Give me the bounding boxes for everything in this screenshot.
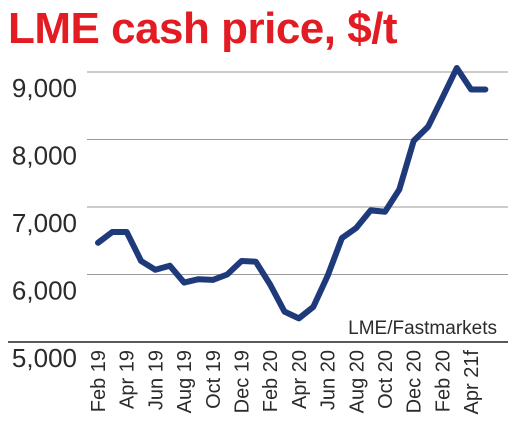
x-tick-label: Jun 20 xyxy=(318,350,340,410)
x-tick-label: Feb 20 xyxy=(260,350,282,412)
y-tick-label: 6,000 xyxy=(12,276,77,306)
x-tick-label: Apr 19 xyxy=(117,350,139,409)
x-tick-label: Aug 19 xyxy=(174,350,196,413)
series-line-0 xyxy=(95,65,489,322)
source-label: LME/Fastmarkets xyxy=(348,318,497,339)
x-tick-label: Apr 20 xyxy=(289,350,311,409)
y-tick-label: 5,000 xyxy=(12,343,77,373)
x-tick-label: Apr 21f xyxy=(461,350,483,415)
x-tick-label: Dec 19 xyxy=(232,350,254,413)
y-tick-label: 7,000 xyxy=(12,208,77,238)
x-axis-ticks: Feb 19 Apr 19 Jun 19 Aug 19 Oct 19 Dec 19 Feb … xyxy=(88,350,483,415)
x-tick-label: Jun 19 xyxy=(145,350,167,410)
x-tick-label: Feb 19 xyxy=(88,350,110,412)
x-tick-label: Aug 20 xyxy=(346,350,368,413)
grid-layer xyxy=(8,71,508,343)
x-tick-label: Dec 20 xyxy=(404,350,426,413)
x-tick-label: Feb 20 xyxy=(432,350,454,412)
series-layer xyxy=(95,65,489,322)
chart-title: LME cash price, $/t xyxy=(8,4,398,53)
x-tick-label: Oct 19 xyxy=(203,350,225,409)
y-axis-ticks: 9,000 8,000 7,000 6,000 5,000 xyxy=(12,73,77,373)
y-tick-label: 9,000 xyxy=(12,73,77,103)
x-tick-label: Oct 20 xyxy=(375,350,397,409)
y-tick-label: 8,000 xyxy=(12,141,77,171)
